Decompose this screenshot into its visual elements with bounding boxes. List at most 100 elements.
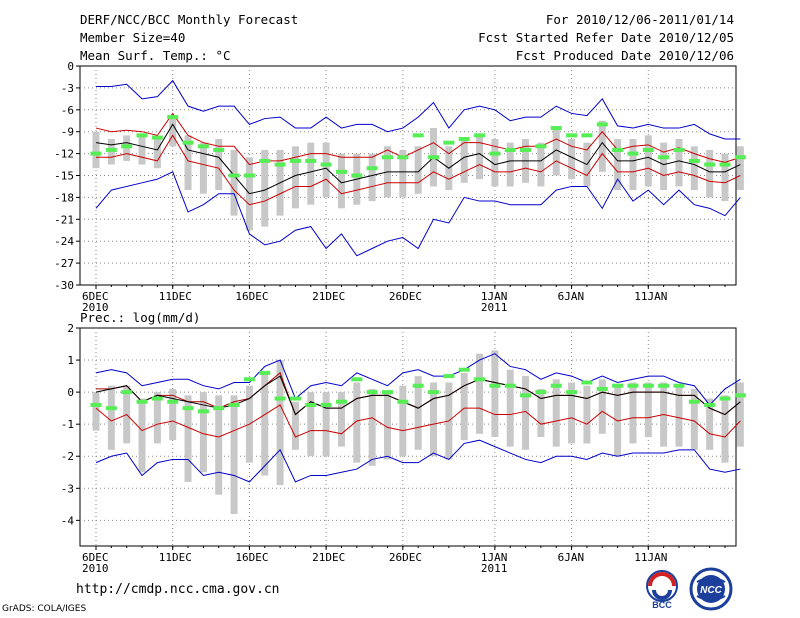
reference-marker bbox=[320, 402, 332, 407]
range-bar bbox=[614, 139, 622, 191]
reference-marker bbox=[458, 137, 470, 141]
variable-label: Mean Surf. Temp.: °C bbox=[80, 48, 231, 63]
reference-marker bbox=[520, 393, 532, 398]
reference-marker bbox=[259, 370, 271, 375]
x-tick-label: 26DEC bbox=[389, 551, 422, 564]
produced-date: Fcst Produced Date 2010/12/06 bbox=[515, 48, 734, 63]
range-bar bbox=[568, 139, 576, 180]
range-bar bbox=[476, 353, 484, 434]
reference-marker bbox=[305, 158, 317, 163]
range-bar bbox=[736, 382, 744, 447]
reference-marker bbox=[642, 383, 654, 388]
range-bar bbox=[736, 146, 744, 191]
series-line-max bbox=[96, 79, 741, 140]
panel-title: Prec.: log(mm/d) bbox=[80, 310, 200, 325]
reference-marker bbox=[596, 122, 608, 127]
range-bar bbox=[153, 392, 161, 444]
x-tick-label: 1JAN bbox=[481, 551, 508, 564]
range-bar bbox=[721, 395, 729, 463]
reference-marker bbox=[289, 396, 301, 401]
reference-marker bbox=[90, 151, 102, 156]
y-tick-label: -15 bbox=[54, 170, 74, 183]
range-bar bbox=[491, 139, 499, 187]
range-bar bbox=[383, 392, 391, 460]
reference-marker bbox=[381, 390, 393, 395]
reference-marker bbox=[704, 162, 716, 167]
range-bar bbox=[199, 142, 207, 194]
reference-marker bbox=[366, 390, 378, 395]
range-bar bbox=[675, 139, 683, 187]
reference-marker bbox=[627, 383, 639, 388]
reference-marker bbox=[428, 390, 440, 395]
reference-marker bbox=[412, 383, 424, 388]
range-bar bbox=[583, 385, 591, 444]
reference-marker bbox=[289, 158, 301, 163]
range-bar bbox=[337, 153, 345, 209]
source-url[interactable]: http://cmdp.ncc.cma.gov.cn bbox=[76, 582, 280, 597]
y-tick-label: -12 bbox=[54, 148, 74, 161]
y-tick-label: 0 bbox=[67, 60, 74, 73]
range-bar bbox=[337, 392, 345, 447]
reference-marker bbox=[673, 147, 685, 152]
y-tick-label: -24 bbox=[54, 235, 74, 248]
range-bar bbox=[291, 146, 299, 209]
range-bar bbox=[230, 149, 238, 216]
reference-marker bbox=[688, 399, 700, 404]
range-bar bbox=[368, 153, 376, 202]
range-bar bbox=[261, 372, 269, 476]
y-tick-label: 2 bbox=[67, 322, 74, 335]
y-tick-label: -18 bbox=[54, 191, 74, 204]
range-bar bbox=[644, 382, 652, 437]
x-tick-label: 6JAN bbox=[558, 551, 585, 564]
reference-marker bbox=[274, 162, 286, 167]
reference-marker bbox=[213, 406, 225, 411]
range-bar bbox=[491, 350, 499, 437]
reference-marker bbox=[366, 166, 378, 171]
reference-marker bbox=[520, 147, 532, 152]
x-tick-label: 11JAN bbox=[634, 551, 667, 564]
range-bar bbox=[322, 392, 330, 457]
x-tick-label: 1JAN bbox=[481, 290, 508, 303]
range-bar bbox=[460, 139, 468, 183]
reference-marker bbox=[566, 133, 578, 138]
reference-marker bbox=[182, 406, 194, 411]
reference-marker bbox=[197, 144, 209, 149]
series-line-min bbox=[95, 171, 741, 257]
range-bar bbox=[184, 135, 192, 191]
reference-marker bbox=[550, 126, 562, 131]
reference-marker bbox=[719, 396, 731, 401]
reference-marker bbox=[335, 399, 347, 404]
range-bar bbox=[460, 372, 468, 441]
range-bar bbox=[399, 149, 407, 198]
reference-marker bbox=[642, 147, 654, 152]
reference-marker bbox=[305, 402, 317, 407]
member-size: Member Size=40 bbox=[80, 30, 186, 45]
range-bar bbox=[291, 401, 299, 450]
reference-marker bbox=[397, 399, 409, 404]
reference-marker bbox=[581, 380, 593, 385]
reference-marker bbox=[458, 367, 470, 372]
reference-marker bbox=[581, 133, 593, 138]
y-tick-label: -2 bbox=[61, 450, 74, 463]
range-bar bbox=[552, 128, 560, 176]
range-bar bbox=[629, 382, 637, 444]
y-tick-label: 0 bbox=[67, 386, 74, 399]
range-bar bbox=[721, 153, 729, 202]
y-tick-label: -27 bbox=[54, 257, 74, 270]
reference-marker bbox=[428, 155, 440, 160]
range-bar bbox=[307, 142, 315, 205]
range-bar bbox=[414, 146, 422, 194]
range-bar bbox=[706, 149, 714, 198]
y-tick-label: -6 bbox=[61, 104, 74, 117]
y-tick-label: -9 bbox=[61, 126, 74, 139]
reference-marker bbox=[243, 173, 255, 178]
range-bar bbox=[261, 149, 269, 227]
range-bar bbox=[430, 382, 438, 457]
reference-marker bbox=[443, 140, 455, 145]
reference-marker bbox=[658, 155, 670, 160]
reference-marker bbox=[612, 383, 624, 388]
x-tick-label: 21DEC bbox=[312, 290, 345, 303]
x-tick-label: 26DEC bbox=[389, 290, 422, 303]
reference-marker bbox=[167, 399, 179, 404]
